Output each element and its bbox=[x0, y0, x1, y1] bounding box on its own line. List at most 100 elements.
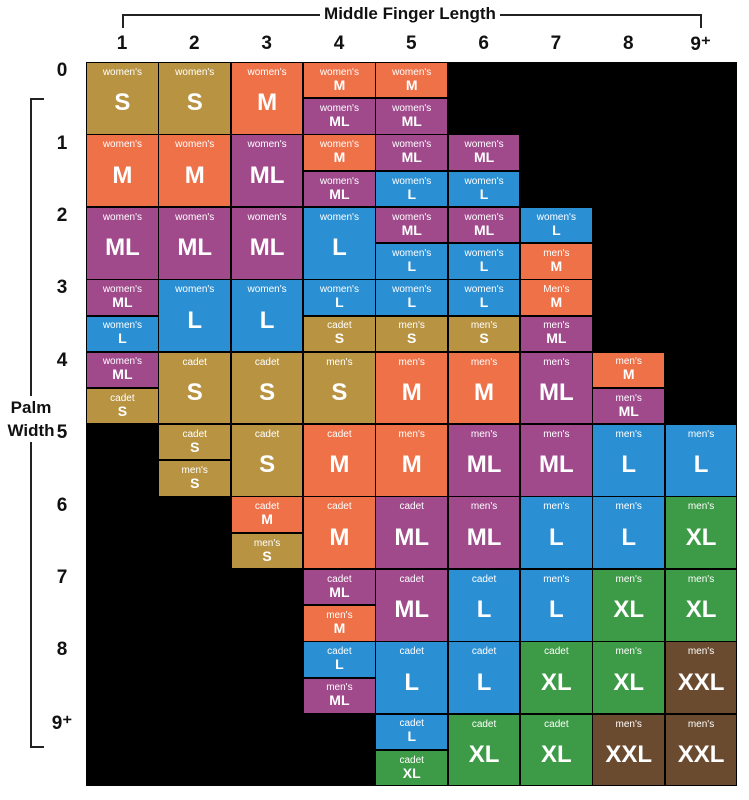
grid-cell: men's L bbox=[519, 568, 593, 642]
category-label: women's bbox=[102, 211, 142, 223]
category-label: men's bbox=[687, 429, 715, 440]
category-label: men's bbox=[543, 247, 570, 259]
grid-cell: cadet ML bbox=[375, 568, 449, 642]
size-label: ML bbox=[329, 113, 350, 130]
grid-cell: men's XXL bbox=[664, 641, 738, 715]
grid-cell bbox=[447, 62, 521, 135]
size-label: M bbox=[401, 379, 422, 407]
grid-cell bbox=[86, 424, 159, 497]
category-label: men's bbox=[615, 573, 642, 585]
grid-cell: cadet S bbox=[230, 351, 304, 425]
grid-cell bbox=[664, 279, 738, 353]
grid-cell bbox=[592, 62, 666, 135]
grid-subcell: women's ML bbox=[302, 170, 376, 208]
y-tick-label: 0 bbox=[56, 60, 68, 82]
grid-subcell: men's M bbox=[592, 351, 666, 389]
category-label: women's bbox=[247, 139, 287, 151]
grid-cell: men's XL bbox=[664, 568, 738, 642]
grid-cell: men's XXL bbox=[592, 713, 666, 787]
size-label: L bbox=[476, 668, 492, 696]
grid-cell: women's M bbox=[230, 62, 304, 135]
grid-subcell: women's L bbox=[302, 279, 376, 316]
grid-cell: men's ML bbox=[519, 351, 593, 425]
grid-cell: women's ML women's L bbox=[375, 206, 449, 280]
grid-subcell: cadet M bbox=[230, 496, 304, 533]
grid-cell bbox=[519, 134, 593, 208]
grid-subcell: women's M bbox=[302, 134, 376, 171]
grid-cell bbox=[664, 62, 738, 135]
size-label: S bbox=[186, 89, 203, 117]
size-label: XL bbox=[685, 596, 717, 624]
grid-cell: men's M bbox=[375, 424, 449, 497]
size-label: M bbox=[112, 161, 133, 189]
grid-subcell: women's M bbox=[375, 62, 449, 99]
category-label: women's bbox=[102, 320, 142, 332]
size-label: XL bbox=[468, 741, 500, 769]
grid-cell bbox=[158, 496, 232, 570]
grid-subcell: women's L bbox=[375, 243, 449, 280]
grid-cell: women's L bbox=[302, 206, 376, 280]
size-label: L bbox=[118, 330, 127, 347]
y-tick-label: 4 bbox=[56, 349, 68, 371]
grid-subcell: cadet L bbox=[302, 641, 376, 678]
size-label: ML bbox=[112, 366, 133, 383]
x-tick-label: 2 bbox=[189, 33, 200, 54]
grid-cell: cadet L bbox=[447, 568, 521, 642]
category-label: men's bbox=[615, 501, 642, 513]
x-axis-title: Middle Finger Length bbox=[320, 4, 500, 24]
size-label: ML bbox=[473, 149, 495, 166]
size-label: S bbox=[190, 438, 200, 455]
category-label: cadet bbox=[399, 646, 424, 658]
category-label: women's bbox=[464, 175, 504, 187]
y-tick-label: 7 bbox=[56, 567, 68, 588]
size-label: S bbox=[407, 330, 417, 347]
size-label: ML bbox=[546, 330, 567, 347]
category-label: women's bbox=[536, 211, 576, 223]
grid-cell: men's ML bbox=[447, 424, 521, 497]
grid-cell bbox=[519, 62, 593, 135]
category-label: women's bbox=[247, 67, 287, 78]
category-label: women's bbox=[392, 66, 432, 78]
size-label: L bbox=[407, 728, 416, 745]
category-label: cadet bbox=[399, 501, 424, 513]
grid-subcell: men's ML bbox=[519, 315, 593, 353]
category-label: women's bbox=[247, 284, 287, 296]
grid-subcell: cadet S bbox=[302, 315, 376, 353]
grid-cell: women's ML bbox=[230, 206, 304, 280]
grid-cell: men's XL bbox=[664, 496, 738, 570]
category-label: men's bbox=[543, 320, 570, 332]
category-label: cadet bbox=[327, 645, 352, 657]
size-label: ML bbox=[401, 221, 422, 238]
grid-subcell: women's ML bbox=[86, 279, 159, 316]
grid-cell bbox=[592, 279, 666, 353]
grid-subcell: men's S bbox=[230, 532, 304, 570]
category-label: women's bbox=[319, 66, 359, 78]
category-label: men's bbox=[398, 356, 425, 368]
category-label: women's bbox=[175, 139, 215, 151]
grid-cell: women's S bbox=[86, 62, 159, 135]
grid-cell: men's S bbox=[302, 351, 376, 425]
category-label: women's bbox=[319, 103, 359, 115]
size-label: S bbox=[190, 475, 200, 492]
size-label: ML bbox=[401, 113, 422, 130]
grid-subcell: cadet L bbox=[375, 713, 449, 751]
size-label: ML bbox=[466, 451, 502, 479]
size-label: M bbox=[184, 161, 205, 189]
category-label: women's bbox=[319, 211, 359, 223]
category-label: cadet bbox=[399, 754, 424, 766]
size-label: L bbox=[404, 668, 420, 696]
grid-cell bbox=[86, 713, 159, 787]
category-label: men's bbox=[687, 573, 715, 585]
grid-subcell: women's ML bbox=[447, 206, 521, 244]
y-tick-label: 6 bbox=[56, 494, 68, 516]
size-label: L bbox=[407, 293, 416, 310]
size-label: XL bbox=[541, 668, 572, 696]
grid-cell bbox=[592, 134, 666, 208]
x-tick-label: 3 bbox=[261, 33, 272, 54]
x-tick-label: 8 bbox=[623, 33, 634, 54]
category-label: women's bbox=[319, 175, 359, 187]
